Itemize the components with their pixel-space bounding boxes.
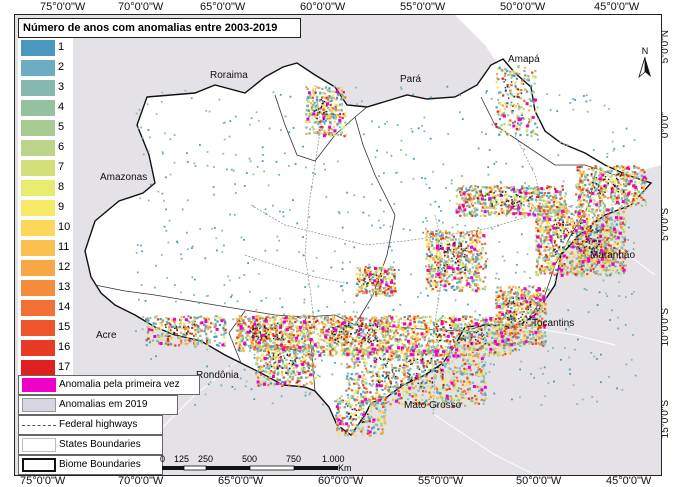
lon-tick-top-65w: 65°0'0"W	[200, 1, 246, 13]
scale-bar-graphic	[162, 465, 338, 471]
lon-tick-bottom-60w: 60°0'0"W	[318, 475, 364, 487]
anomaly-2019-pixels	[164, 79, 625, 424]
lon-tick-bottom-65w: 65°0'0"W	[218, 475, 264, 487]
first-time-anomaly-pixels	[147, 90, 646, 434]
label-tocantins: Tocantins	[532, 318, 575, 329]
label-para: Pará	[400, 74, 422, 85]
scale-label-750: 750	[286, 454, 302, 464]
scale-label-125: 125	[174, 454, 190, 464]
lon-tick-bottom-50w: 50°0'0"W	[516, 475, 562, 487]
label-mato-grosso: Mato Grosso	[404, 400, 462, 411]
label-amapa: Amapá	[508, 54, 540, 65]
lon-tick-top-60w: 60°0'0"W	[300, 1, 346, 13]
lon-tick-bottom-55w: 55°0'0"W	[418, 475, 464, 487]
lon-tick-top-70w: 70°0'0"W	[118, 1, 164, 13]
scale-unit: Km	[338, 463, 352, 473]
ocean	[455, 15, 661, 175]
scale-label-250: 250	[198, 454, 214, 464]
scale-label-1000: 1.000	[322, 454, 345, 464]
label-rondonia: Rondônia	[196, 370, 239, 381]
scale-label-500: 500	[242, 454, 258, 464]
anomaly-pixels	[135, 65, 648, 438]
lon-tick-bottom-45w: 45°0'0"W	[606, 475, 652, 487]
lon-tick-top-50w: 50°0'0"W	[500, 1, 546, 13]
scale-bar: 0 125 250 500 750 1.000 Km	[160, 454, 360, 474]
lon-tick-bottom-75w: 75°0'0"W	[20, 475, 66, 487]
scale-label-0: 0	[160, 454, 166, 464]
map-canvas	[15, 15, 661, 475]
label-acre: Acre	[96, 330, 117, 341]
north-arrow-icon: N	[638, 46, 651, 79]
lon-tick-top-55w: 55°0'0"W	[400, 1, 446, 13]
label-amazonas: Amazonas	[100, 172, 148, 183]
lon-tick-top-75w: 75°0'0"W	[40, 1, 86, 13]
map-frame: N	[14, 14, 662, 476]
lon-tick-top-45w: 45°0'0"W	[594, 1, 640, 13]
label-maranhao: Maranhão	[590, 250, 636, 261]
label-roraima: Roraima	[210, 70, 248, 81]
lon-tick-bottom-70w: 70°0'0"W	[118, 475, 164, 487]
